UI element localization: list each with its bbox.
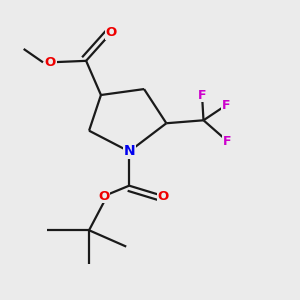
Text: F: F — [223, 135, 232, 148]
Text: O: O — [158, 190, 169, 202]
Text: N: N — [123, 145, 135, 158]
Text: O: O — [106, 26, 117, 39]
Text: F: F — [221, 99, 230, 112]
Text: F: F — [198, 88, 206, 101]
Text: O: O — [45, 56, 56, 69]
Text: O: O — [98, 190, 110, 202]
